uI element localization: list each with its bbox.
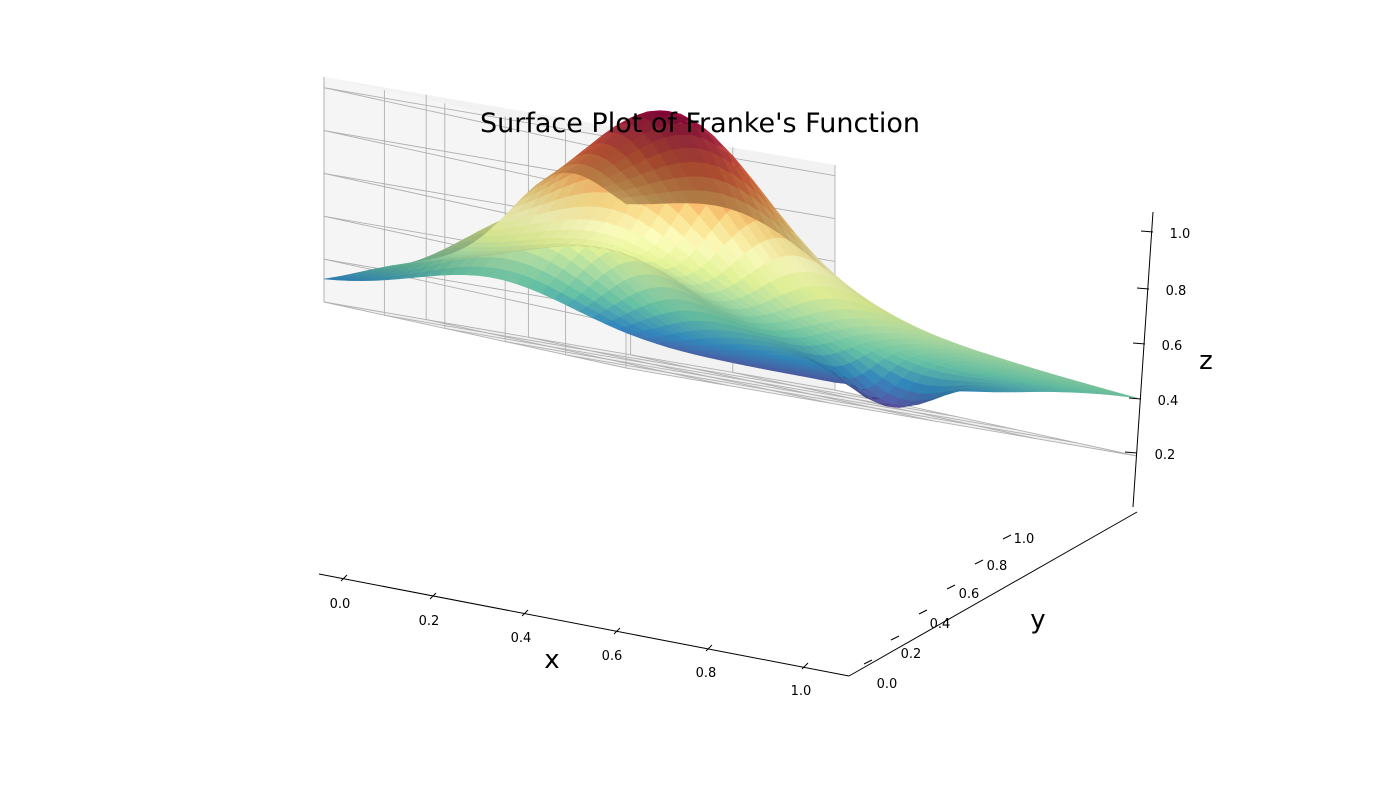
z-tick bbox=[1140, 230, 1154, 233]
y-axis-line bbox=[848, 511, 1138, 677]
chart-title: Surface Plot of Franke's Function bbox=[479, 108, 921, 139]
y-tick bbox=[890, 635, 900, 641]
floor-pane bbox=[324, 302, 1137, 456]
y-tick-label: 0.8 bbox=[987, 559, 1008, 574]
z-tick bbox=[1136, 287, 1150, 290]
z-tick bbox=[1132, 342, 1146, 345]
y-tick bbox=[974, 559, 984, 565]
x-tick-label: 0.0 bbox=[330, 597, 351, 612]
z-tick-label: 0.6 bbox=[1162, 339, 1183, 354]
x-tick bbox=[801, 662, 809, 670]
x-gridline bbox=[505, 341, 1017, 431]
z-tick-label: 0.2 bbox=[1155, 448, 1176, 463]
x-tick-label: 0.8 bbox=[696, 666, 717, 681]
x-gridline bbox=[384, 314, 896, 404]
x-axis-label: x bbox=[544, 645, 559, 675]
z-gridline bbox=[323, 87, 836, 177]
y-gridline bbox=[732, 371, 1035, 439]
y-tick-label: 0.2 bbox=[901, 647, 922, 662]
x-tick-label: 0.6 bbox=[602, 649, 623, 664]
tick-marks: 0.00.20.40.60.81.0 0.00.20.40.60.81.00.20… bbox=[330, 227, 1191, 699]
x-gridline bbox=[625, 367, 1138, 457]
x-tick bbox=[340, 574, 348, 582]
z-axis-label: z bbox=[1199, 346, 1213, 376]
y-axis-label: y bbox=[1030, 605, 1045, 635]
y-tick-label: 0.4 bbox=[930, 617, 951, 632]
x-gridline bbox=[323, 301, 836, 391]
y-tick-label: 1.0 bbox=[1014, 532, 1035, 547]
y-tick bbox=[918, 609, 928, 615]
axis-lines bbox=[318, 211, 1154, 677]
x-tick-label: 0.4 bbox=[511, 631, 532, 646]
x-tick bbox=[429, 592, 437, 600]
z-axis-line bbox=[1132, 211, 1154, 508]
x-tick bbox=[705, 644, 713, 652]
x-tick-label: 0.2 bbox=[419, 614, 440, 629]
y-gridline bbox=[426, 319, 729, 387]
y-gridline bbox=[323, 301, 627, 369]
z-tick bbox=[1128, 397, 1142, 400]
x-axis-line bbox=[318, 573, 850, 677]
x-gridline bbox=[565, 354, 1077, 444]
z-tick bbox=[1124, 451, 1138, 454]
z-gridline bbox=[323, 87, 627, 155]
surface-facet bbox=[1116, 393, 1138, 399]
x-tick bbox=[521, 609, 529, 617]
y-gridline bbox=[630, 354, 933, 422]
y-tick-label: 0.6 bbox=[959, 587, 980, 602]
surface-mesh bbox=[323, 110, 1138, 408]
y-tick bbox=[863, 659, 873, 665]
y-tick bbox=[946, 584, 956, 590]
z-tick-label: 1.0 bbox=[1170, 227, 1191, 242]
x-tick bbox=[613, 627, 621, 635]
y-tick-label: 0.0 bbox=[877, 677, 898, 692]
z-tick-label: 0.8 bbox=[1166, 284, 1187, 299]
y-tick bbox=[1002, 534, 1012, 540]
y-gridline bbox=[528, 336, 831, 404]
z-tick-label: 0.4 bbox=[1158, 394, 1179, 409]
x-gridline bbox=[444, 327, 956, 417]
x-tick-label: 1.0 bbox=[791, 684, 812, 699]
